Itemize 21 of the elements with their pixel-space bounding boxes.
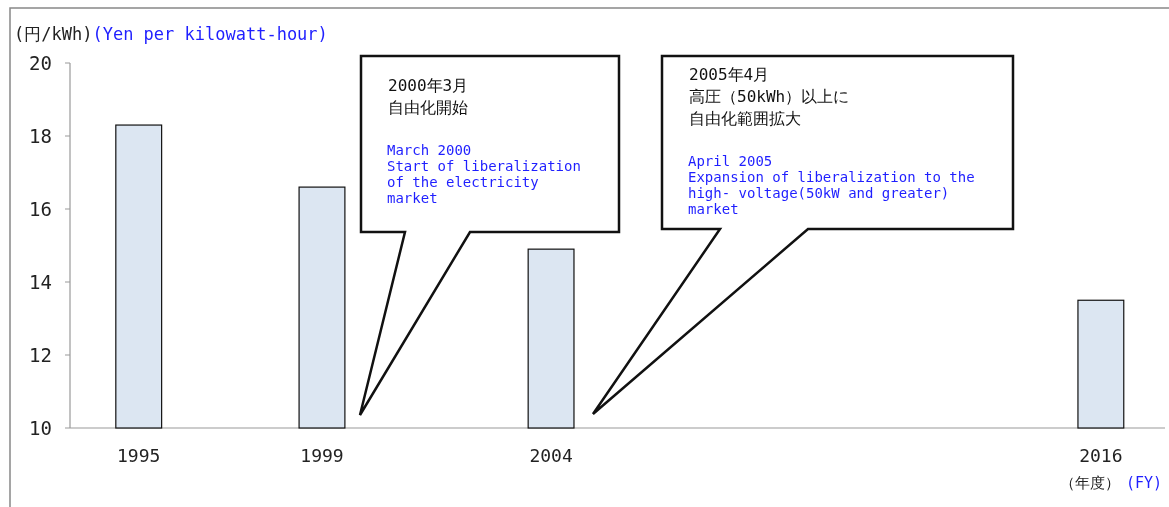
y-tick-label: 12: [29, 344, 52, 366]
y-tick-label: 18: [29, 125, 52, 147]
annotation: 2000年3月: [388, 76, 469, 95]
text: (Yen per kilowatt-hour): [92, 24, 328, 44]
annotation: 2005年4月: [689, 65, 770, 84]
x-tick-label: 2004: [529, 445, 573, 466]
annotation: 高圧（50kWh）以上に: [689, 87, 850, 106]
annotation: 自由化範囲拡大: [689, 109, 801, 128]
y-tick-label: 16: [29, 198, 52, 220]
x-tick-label: 2016: [1079, 445, 1123, 466]
y-tick-label: 10: [29, 417, 52, 439]
x-axis-title: （年度）: [1060, 474, 1120, 492]
annotation: 自由化開始: [388, 98, 468, 117]
y-axis-title: (円/kWh): [14, 24, 93, 44]
y-tick-label: 14: [29, 271, 52, 293]
annotation: April 2005 Expansion of liberalization to the high- voltage(50kW and greater) market: [688, 153, 975, 217]
x-tick-label: 1995: [117, 445, 161, 466]
x-tick-label: 1999: [300, 445, 344, 466]
text: (FY): [1126, 474, 1163, 492]
annotation: March 2000 Start of liberalization of the electricity market: [387, 142, 581, 206]
y-tick-label: 20: [29, 52, 52, 74]
